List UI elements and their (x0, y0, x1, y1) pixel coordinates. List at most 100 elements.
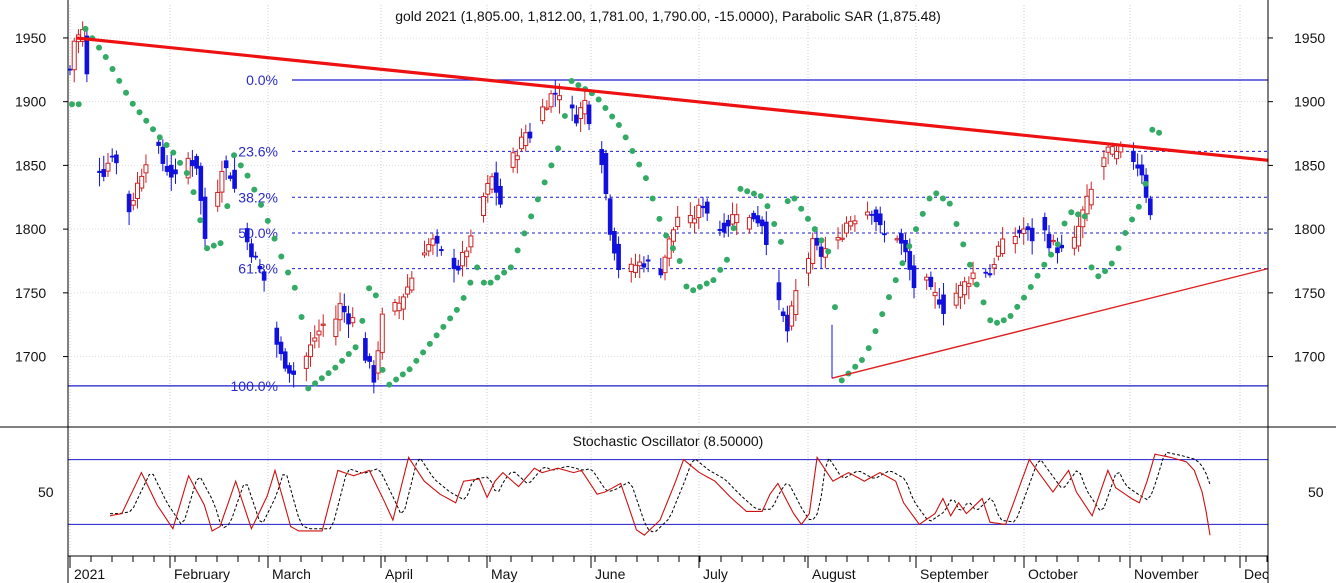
sar-dot (197, 217, 204, 224)
sar-dot (730, 225, 737, 232)
sar-dot (1014, 303, 1021, 310)
axis-labels: 1950 1950 1900 1900 1850 1850 1800 1800 1750 1750… (15, 30, 1325, 582)
sar-dot (278, 253, 285, 260)
sar-dot (980, 299, 987, 306)
sar-dot (393, 376, 400, 383)
candle (481, 192, 487, 223)
fib-label: 23.6% (238, 143, 278, 159)
sar-dot (183, 170, 190, 177)
candle (616, 236, 621, 279)
candle (721, 213, 727, 238)
candle (194, 153, 199, 176)
candle (421, 240, 427, 258)
price-tick-left: 1750 (15, 285, 46, 301)
price-tick-right: 1750 (1294, 285, 1325, 301)
sar-dot (1027, 283, 1034, 290)
candle (105, 152, 111, 177)
month-label: Dec (1244, 566, 1269, 582)
price-tick-left: 1950 (15, 30, 46, 46)
sar-dot (440, 323, 447, 330)
price-tick-left: 1700 (15, 349, 46, 365)
candle (810, 232, 816, 270)
sar-dot (366, 285, 373, 292)
candle (569, 95, 575, 122)
sar-dot (1135, 203, 1142, 210)
candle (603, 149, 609, 201)
candle (540, 98, 546, 125)
candle (308, 331, 314, 367)
sar-dot (75, 101, 82, 108)
sar-dot (946, 200, 953, 207)
candle (675, 205, 681, 231)
price-tick-left: 1850 (15, 157, 46, 173)
sar-dot (804, 215, 811, 222)
sar-dot (291, 284, 298, 291)
candle (1029, 218, 1035, 255)
candle (350, 307, 356, 328)
sar-dot (676, 257, 683, 264)
sar-dot (1041, 261, 1048, 268)
candle (548, 90, 554, 113)
candle (987, 264, 993, 278)
candle (1101, 149, 1107, 180)
sar-dot (325, 370, 332, 377)
candle (282, 348, 288, 372)
sar-dot (669, 245, 676, 252)
sar-dot (602, 105, 609, 112)
candle (114, 150, 119, 175)
candle (932, 282, 938, 309)
sar-dot (764, 203, 771, 210)
sar-dot (723, 256, 730, 263)
sar-dot (555, 145, 562, 152)
month-label: May (491, 566, 517, 582)
sar-dot (663, 232, 670, 239)
candle (405, 274, 411, 298)
candle (523, 124, 529, 152)
sar-dot (1061, 220, 1068, 227)
sar-dot (1122, 229, 1129, 236)
candle (253, 251, 258, 260)
candle (1139, 154, 1145, 184)
sar-dot (298, 314, 305, 321)
sar-dot (494, 274, 501, 281)
candle (434, 229, 440, 257)
candle (899, 228, 904, 255)
candle (287, 362, 292, 383)
sar-dot (453, 306, 460, 313)
sar-dot (953, 221, 960, 228)
month-label: March (272, 566, 311, 582)
sar-dot (872, 328, 879, 335)
sar-dot (1048, 251, 1055, 258)
candle (704, 198, 710, 221)
candle (249, 238, 254, 263)
sar-dot (82, 25, 89, 32)
candle (746, 214, 752, 234)
candle (198, 162, 204, 215)
sar-dot (244, 172, 251, 179)
sar-dot (1102, 268, 1109, 275)
sar-dot (258, 201, 265, 208)
sar-dot (528, 213, 535, 220)
sar-dot (771, 221, 778, 228)
month-label: September (920, 566, 989, 582)
sar-dot (312, 380, 319, 387)
sar-dot (332, 364, 339, 371)
sar-dot (791, 195, 798, 202)
candle (371, 360, 377, 394)
sar-dot (784, 198, 791, 205)
sar-dot (420, 349, 427, 356)
candle (257, 259, 263, 273)
sar-dot (534, 196, 541, 203)
sar-dot (865, 345, 872, 352)
parabolic-sar-series (69, 25, 1163, 392)
sar-dot (642, 175, 649, 182)
candle (320, 314, 326, 337)
candle (776, 269, 782, 311)
candle (983, 268, 989, 278)
candle (232, 157, 237, 193)
sar-dot (1156, 129, 1163, 136)
sar-dot (116, 77, 123, 84)
sar-dot (967, 261, 974, 268)
sar-dot (1034, 272, 1041, 279)
candle (160, 139, 166, 172)
